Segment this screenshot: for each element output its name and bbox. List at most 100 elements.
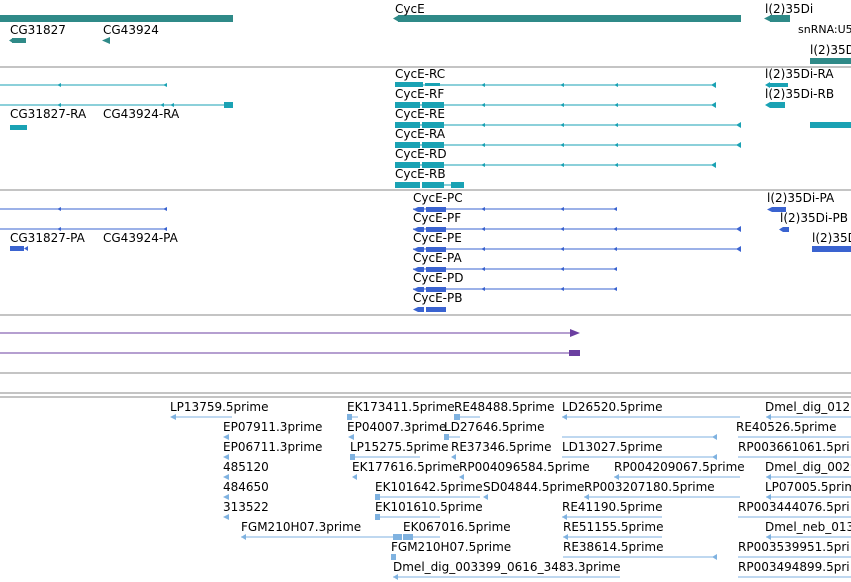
protein-label-cyce-pf: CycE-PF (413, 211, 461, 225)
est-label: SD04844.5prime (483, 480, 584, 494)
est-rp004209067[interactable]: RP004209067.5prime (614, 460, 745, 480)
est-rp003494899[interactable]: RP003494899.5pri (738, 560, 851, 578)
est-dmel-neb-013[interactable]: Dmel_neb_013 (765, 520, 851, 540)
est-ep07911[interactable]: EP07911.3prime (223, 420, 322, 440)
est-re38614[interactable]: RE38614.5prime (563, 540, 717, 560)
protein-label-cyce-pe: CycE-PE (413, 231, 462, 245)
protein-cyce-pc[interactable]: CycE-PC (413, 191, 617, 212)
protein-label-cg43924-pa[interactable]: CG43924-PA (103, 231, 179, 245)
est-484650[interactable]: 484650 (223, 480, 269, 500)
transcript-cg31827-cg43924-line-a[interactable] (0, 83, 167, 87)
est-label: EP07911.3prime (223, 420, 322, 434)
est-label: LP15275.5prime (350, 440, 449, 454)
gene-glyph-cg43924[interactable] (102, 37, 110, 44)
est-lp13759[interactable]: LP13759.5prime (170, 400, 269, 420)
est-ep04007[interactable]: EP04007.3prime (347, 420, 446, 440)
est-label: EK173411.5prime (347, 400, 455, 414)
transcript-cyce-rd[interactable]: CycE-RD (395, 147, 716, 168)
est-485120[interactable]: 485120 (223, 460, 269, 480)
est-label: EK101642.5prime (375, 480, 483, 494)
transcript-l2-35d-glyph[interactable] (810, 122, 851, 128)
est-dmel-dig-0127[interactable]: Dmel_dig_0127 (765, 400, 851, 420)
gene-glyph-l2-35d[interactable] (810, 58, 851, 64)
protein-cg-line-b[interactable] (0, 227, 167, 231)
transcript-label-cyce-rb: CycE-RB (395, 167, 446, 181)
protein-cyce-pf[interactable]: CycE-PF (413, 211, 741, 232)
est-313522[interactable]: 313522 (223, 500, 269, 520)
est-label: RE48488.5prime (454, 400, 555, 414)
alignment-feature-2[interactable] (0, 350, 580, 356)
est-ld13027[interactable]: LD13027.5prime (562, 440, 717, 460)
est-re40526[interactable]: RE40526.5prime (562, 420, 837, 440)
gene-label-l2-35d[interactable]: l(2)35D (810, 43, 851, 57)
protein-cg31827-pa[interactable]: CG31827-PA (10, 231, 86, 251)
transcript-cyce-rc[interactable]: CycE-RC (395, 67, 716, 88)
gene-glyph-cyce[interactable] (393, 15, 741, 22)
est-re48488[interactable]: RE48488.5prime (454, 400, 555, 420)
est-dmel-dig-003399[interactable]: Dmel_dig_003399_0616_3483.3prime (393, 560, 621, 580)
est-rp004096584[interactable]: RP004096584.5prime (459, 460, 590, 480)
est-dmel-dig-0029[interactable]: Dmel_dig_0029 (765, 460, 851, 480)
transcript-cg31827-cg43924-line-b[interactable] (0, 102, 233, 108)
gene-label-snrna-u5[interactable]: snRNA:U5 (798, 23, 851, 36)
protein-cyce-pa[interactable]: CycE-PA (413, 251, 617, 272)
protein-l2-35d[interactable]: l(2)35D (812, 231, 851, 252)
transcript-l2-35di-rb[interactable]: l(2)35Di-RB (765, 87, 834, 108)
transcript-l2-35di-ra[interactable]: l(2)35Di-RA (765, 67, 834, 88)
gene-glyph-left[interactable] (0, 15, 233, 22)
est-re37346[interactable]: RE37346.5prime (451, 440, 552, 460)
transcript-label-l2-35di-rb: l(2)35Di-RB (765, 87, 834, 101)
est-label: EK067016.5prime (403, 520, 511, 534)
est-label: RP003661061.5pri (738, 440, 850, 454)
est-label: Dmel_dig_0127 (765, 400, 851, 414)
est-fgm210h07-5prime[interactable]: FGM210H07.5prime (391, 540, 511, 560)
transcript-cyce-re[interactable]: CycE-RE (395, 107, 741, 128)
est-rp003661061[interactable]: RP003661061.5pri (738, 440, 851, 458)
est-ek067016[interactable]: EK067016.5prime (403, 520, 511, 540)
transcript-label-cg43924-ra[interactable]: CG43924-RA (103, 107, 180, 121)
gene-label-l2-35di[interactable]: l(2)35Di (765, 2, 813, 16)
transcript-cyce-rb[interactable]: CycE-RB (395, 167, 464, 188)
est-rp003444076[interactable]: RP003444076.5pri (738, 500, 851, 518)
est-ek101642[interactable]: EK101642.5prime (375, 480, 483, 500)
est-ld27646[interactable]: LD27646.5prime (444, 420, 545, 440)
est-re41190[interactable]: RE41190.5prime (562, 500, 663, 520)
est-lp15275[interactable]: LP15275.5prime (350, 440, 449, 460)
protein-label-l2-35di-pa: l(2)35Di-PA (767, 191, 835, 205)
est-lp07005[interactable]: LP07005.5prim (765, 480, 851, 500)
transcript-cyce-ra[interactable]: CycE-RA (395, 127, 741, 148)
protein-cyce-pb[interactable]: CycE-PB (413, 291, 462, 312)
protein-cyce-pe[interactable]: CycE-PE (413, 231, 741, 252)
protein-cyce-pd[interactable]: CycE-PD (413, 271, 617, 292)
protein-label-cg31827-pa: CG31827-PA (10, 231, 86, 245)
gene-glyph-l2-35di[interactable] (764, 15, 790, 22)
est-sd04844[interactable]: SD04844.5prime (483, 480, 584, 500)
est-label: 313522 (223, 500, 269, 514)
est-ep06711[interactable]: EP06711.3prime (223, 440, 322, 460)
gene-glyph-cg31827[interactable] (9, 38, 26, 43)
transcript-label-cg31827-ra[interactable]: CG31827-RA (10, 107, 87, 121)
protein-l2-35di-pa[interactable]: l(2)35Di-PA (767, 191, 835, 212)
gene-label-cg43924[interactable]: CG43924 (103, 23, 159, 37)
protein-cg-line-a[interactable] (0, 207, 167, 211)
protein-l2-35di-pb[interactable]: l(2)35Di-PB (779, 211, 848, 232)
est-track: LP13759.5prime EK173411.5prime RE48488.5… (170, 400, 851, 580)
est-label: RE40526.5prime (736, 420, 837, 434)
transcript-cyce-rf[interactable]: CycE-RF (395, 87, 716, 108)
est-label: EP06711.3prime (223, 440, 322, 454)
gene-label-cyce[interactable]: CycE (395, 2, 425, 16)
est-rp003539951[interactable]: RP003539951.5pri (738, 540, 851, 558)
gene-label-cg31827[interactable]: CG31827 (10, 23, 66, 37)
est-label: LP07005.5prim (765, 480, 851, 494)
est-re51155[interactable]: RE51155.5prime (563, 520, 664, 540)
est-label: RE51155.5prime (563, 520, 664, 534)
transcript-cg31827-ra-glyph[interactable] (10, 125, 27, 130)
est-ek177616[interactable]: EK177616.5prime (352, 460, 460, 480)
est-ek101610[interactable]: EK101610.5prime (375, 500, 483, 520)
est-ek173411[interactable]: EK173411.5prime (347, 400, 455, 420)
est-fgm210h07-3prime[interactable]: FGM210H07.3prime (241, 520, 402, 540)
alignment-feature-1[interactable] (0, 329, 580, 337)
est-ld26520[interactable]: LD26520.5prime (562, 400, 740, 420)
est-rp003207180[interactable]: RP003207180.5prime (584, 480, 740, 500)
